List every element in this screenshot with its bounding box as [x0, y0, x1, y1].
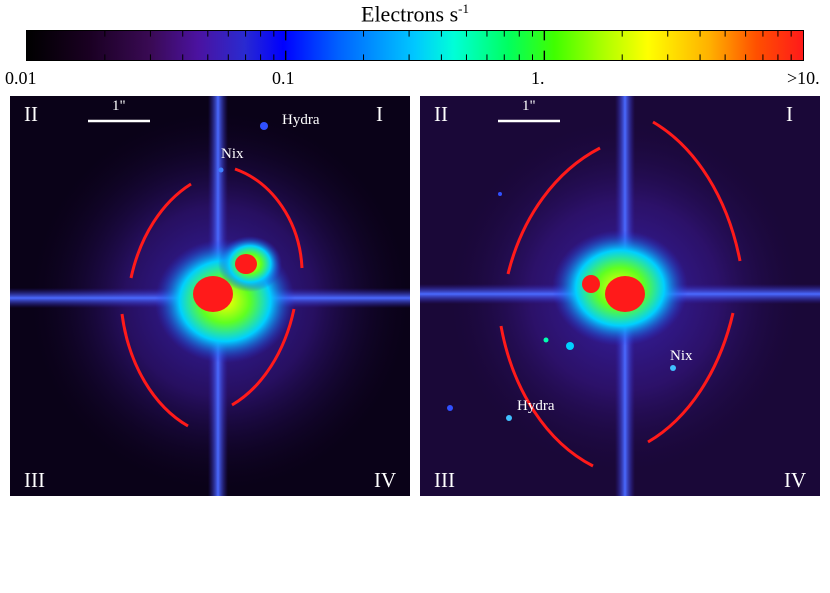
quadrant-label: II	[434, 102, 448, 126]
arc-quadrant-iv	[231, 308, 296, 407]
moon-hydra-dot	[260, 122, 268, 130]
arc-quadrant-i	[234, 167, 304, 269]
pluto	[193, 276, 233, 312]
scale-bar-label: 1"	[112, 98, 126, 114]
right-image-panel: II I III IV 1" Nix Hydra	[420, 96, 820, 496]
arc-quadrant-ii	[506, 146, 601, 275]
quadrant-label: III	[434, 468, 455, 492]
moon-nix-dot	[218, 167, 224, 173]
left-psf-image	[10, 96, 410, 496]
colorbar-tick-label: >10.	[787, 68, 820, 88]
right-psf-image	[420, 96, 820, 496]
moon-label-nix: Nix	[670, 348, 693, 364]
moon-nix-dot	[670, 365, 676, 371]
arc-quadrant-iii	[499, 325, 594, 468]
moon-label-hydra: Hydra	[517, 398, 555, 414]
colorbar-tick-label: 0.01	[5, 68, 37, 88]
moon-label-hydra: Hydra	[282, 112, 320, 128]
pluto	[605, 276, 645, 312]
quadrant-label: I	[376, 102, 383, 126]
left-image-panel: II I III IV 1" Hydra Nix	[10, 96, 410, 496]
scale-bar-label: 1"	[522, 98, 536, 114]
moon-label-nix: Nix	[221, 146, 244, 162]
colorbar	[26, 30, 804, 61]
colorbar-tick-label: 0.1	[272, 68, 295, 88]
residual-blob	[498, 192, 502, 196]
residual-blob	[566, 342, 574, 350]
colorbar-tick-label: 1.	[531, 68, 545, 88]
colorbar-ticks	[27, 31, 792, 60]
quadrant-label: III	[24, 468, 45, 492]
arc-quadrant-ii	[129, 182, 192, 279]
quadrant-label: I	[786, 102, 793, 126]
moon-hydra-dot	[506, 415, 512, 421]
charon	[235, 254, 257, 274]
colorbar-title: Electrons s-1	[361, 1, 469, 27]
quadrant-label: II	[24, 102, 38, 126]
residual-blob	[543, 337, 549, 343]
quadrant-label: IV	[784, 468, 807, 492]
quadrant-label: IV	[374, 468, 397, 492]
residual-blob	[447, 405, 453, 411]
arc-quadrant-iii	[120, 313, 189, 428]
charon	[582, 275, 600, 293]
arc-quadrant-i	[652, 120, 742, 262]
arc-quadrant-iv	[647, 312, 735, 444]
